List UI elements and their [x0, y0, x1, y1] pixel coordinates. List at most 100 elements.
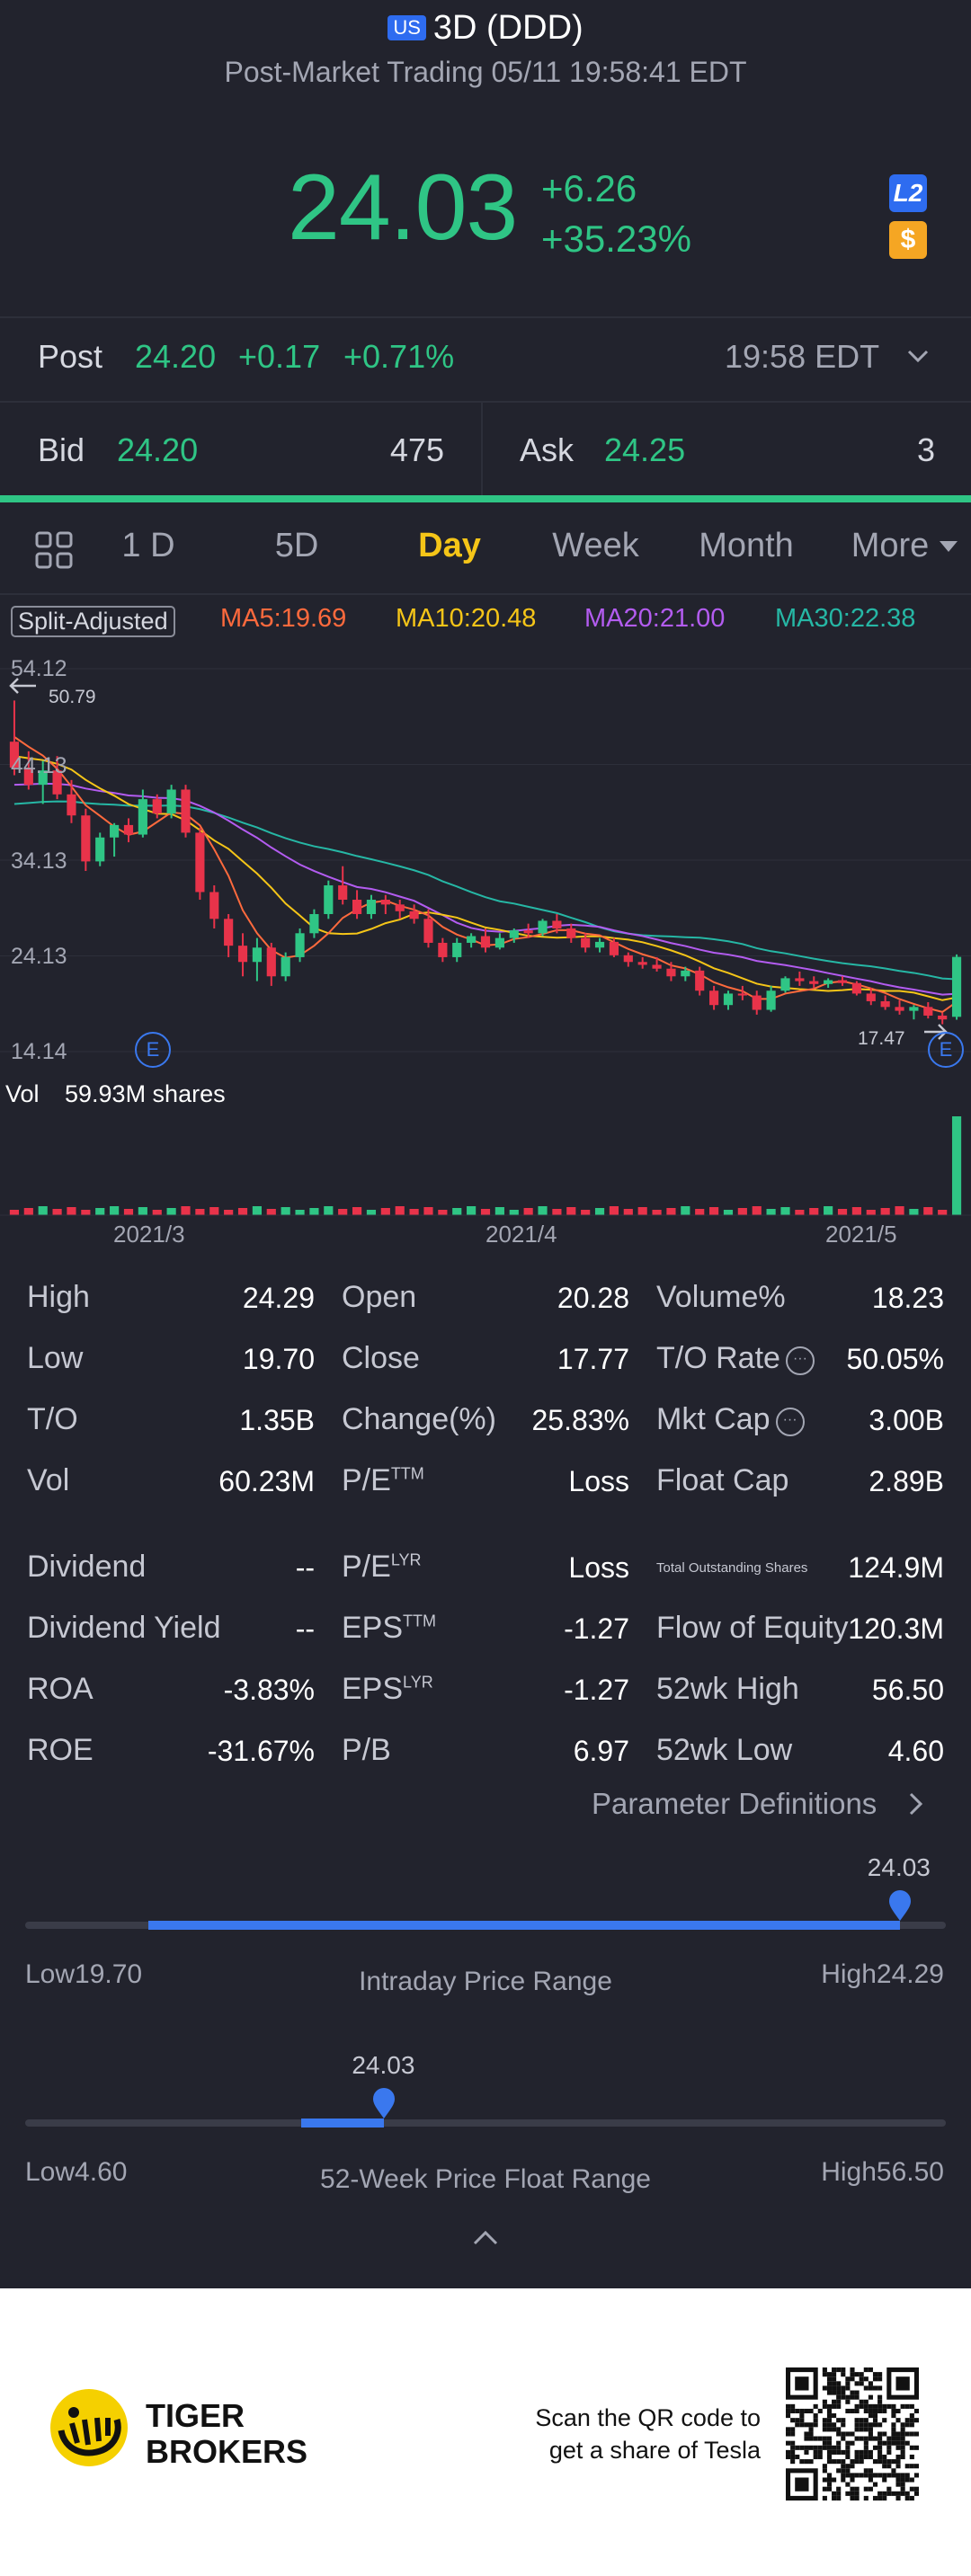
tab-more[interactable]: More	[851, 527, 930, 564]
tab-1d[interactable]: 1 D	[121, 527, 175, 564]
candle	[895, 1007, 904, 1011]
volume-bar	[780, 1207, 790, 1215]
candle	[95, 837, 105, 862]
volume-bar	[609, 1206, 619, 1215]
x-tick: 2021/4	[486, 1221, 557, 1248]
candle	[380, 900, 390, 905]
volume-bar	[409, 1209, 419, 1215]
week52-range-title: 52-Week Price Float Range	[320, 2164, 651, 2194]
chevron-down-icon[interactable]	[904, 342, 932, 375]
chevron-up-icon[interactable]	[471, 2227, 500, 2253]
post-label: Post	[38, 338, 103, 375]
parameter-definitions-link[interactable]: Parameter Definitions	[592, 1787, 877, 1820]
stat-value: 19.70	[242, 1343, 315, 1375]
volume-bar	[681, 1206, 690, 1215]
candle	[23, 767, 33, 786]
tab-month[interactable]: Month	[699, 527, 794, 564]
candle	[837, 980, 848, 983]
y-tick: 24.13	[11, 944, 67, 969]
level2-icon[interactable]: L2	[889, 174, 927, 212]
volume-bar	[594, 1208, 605, 1215]
candle	[880, 1000, 890, 1008]
volume-bar	[252, 1206, 262, 1215]
candle	[938, 1015, 948, 1020]
candle	[494, 937, 504, 948]
earnings-event-icon[interactable]: E	[928, 1032, 964, 1068]
dollar-icon[interactable]: $	[889, 221, 927, 259]
volume-bar	[281, 1207, 290, 1215]
post-change-percent: +0.71%	[343, 338, 455, 375]
candle	[81, 815, 91, 862]
volume-bar	[880, 1208, 890, 1215]
stat-label: Flow of Equity	[656, 1611, 849, 1645]
volume-bar	[523, 1208, 533, 1215]
caret-down-icon[interactable]	[939, 539, 958, 558]
stat-value: Loss	[568, 1465, 629, 1497]
info-icon[interactable]: ···	[775, 1408, 805, 1436]
split-adjusted-toggle[interactable]: Split-Adjusted	[11, 606, 175, 637]
stat-label: Vol	[27, 1463, 70, 1497]
candle	[766, 990, 776, 1010]
volume-bar	[895, 1206, 904, 1215]
candle	[652, 964, 662, 969]
stat-value: 4.60	[887, 1735, 944, 1767]
tab-week[interactable]: Week	[552, 527, 639, 564]
volume-bar	[237, 1208, 248, 1215]
volume-bar	[951, 1116, 962, 1215]
candle	[909, 1007, 919, 1011]
ask-price: 24.25	[604, 431, 686, 468]
info-icon[interactable]: ···	[785, 1346, 815, 1375]
post-time[interactable]: 19:58 EDT	[725, 338, 880, 375]
stat-label: Float Cap	[656, 1463, 789, 1497]
ma20-label: MA20:21.00	[584, 604, 726, 633]
stat-label: Volume%	[656, 1280, 786, 1314]
candle	[52, 770, 62, 795]
candle	[366, 900, 377, 914]
volume-bar	[110, 1206, 120, 1215]
post-change: +0.17	[238, 338, 321, 375]
candle	[295, 933, 305, 957]
tiger-logo-icon	[49, 2387, 129, 2473]
period-low-marker: 17.47	[858, 1028, 905, 1049]
volume-bar	[467, 1206, 477, 1215]
week52-current-price: 24.03	[352, 2051, 415, 2079]
candle	[752, 995, 762, 1010]
volume-bar	[352, 1207, 362, 1215]
volume-label: Vol	[5, 1080, 40, 1107]
stat-value: 56.50	[871, 1674, 944, 1706]
volume-bar	[81, 1210, 91, 1215]
candle	[67, 794, 76, 816]
volume-bar	[152, 1210, 162, 1215]
volume-bar	[637, 1207, 647, 1215]
volume-bar	[581, 1210, 591, 1215]
stock-name: 3D (DDD)	[432, 9, 583, 47]
stat-value: 25.83%	[531, 1404, 629, 1436]
grid-icon[interactable]	[34, 530, 74, 574]
tab-5d[interactable]: 5D	[274, 527, 319, 564]
earnings-event-icon[interactable]: E	[135, 1032, 171, 1068]
candle	[623, 955, 633, 963]
chevron-right-icon[interactable]	[906, 1790, 926, 1822]
volume-bar	[623, 1209, 633, 1215]
candlestick-chart[interactable]	[0, 593, 971, 1258]
stat-value: -1.27	[564, 1612, 629, 1645]
y-tick: 54.12	[11, 656, 67, 681]
y-tick: 44.13	[11, 753, 67, 778]
tab-day[interactable]: Day	[418, 527, 481, 564]
candle	[951, 956, 962, 1017]
candle	[851, 982, 861, 994]
bid-label: Bid	[38, 431, 85, 468]
candle	[438, 942, 448, 957]
stat-value: 17.77	[557, 1343, 629, 1375]
volume-bar	[652, 1210, 662, 1215]
volume-bar	[538, 1206, 548, 1215]
qr-code[interactable]	[786, 2367, 919, 2500]
volume-bar	[866, 1210, 876, 1215]
y-tick: 14.14	[11, 1039, 67, 1064]
volume-bar	[380, 1208, 390, 1215]
stat-label: P/B	[342, 1733, 391, 1767]
stat-label: Change(%)	[342, 1402, 496, 1436]
stat-value: -31.67%	[207, 1735, 315, 1767]
stat-label: Close	[342, 1341, 420, 1375]
divider	[0, 316, 971, 318]
